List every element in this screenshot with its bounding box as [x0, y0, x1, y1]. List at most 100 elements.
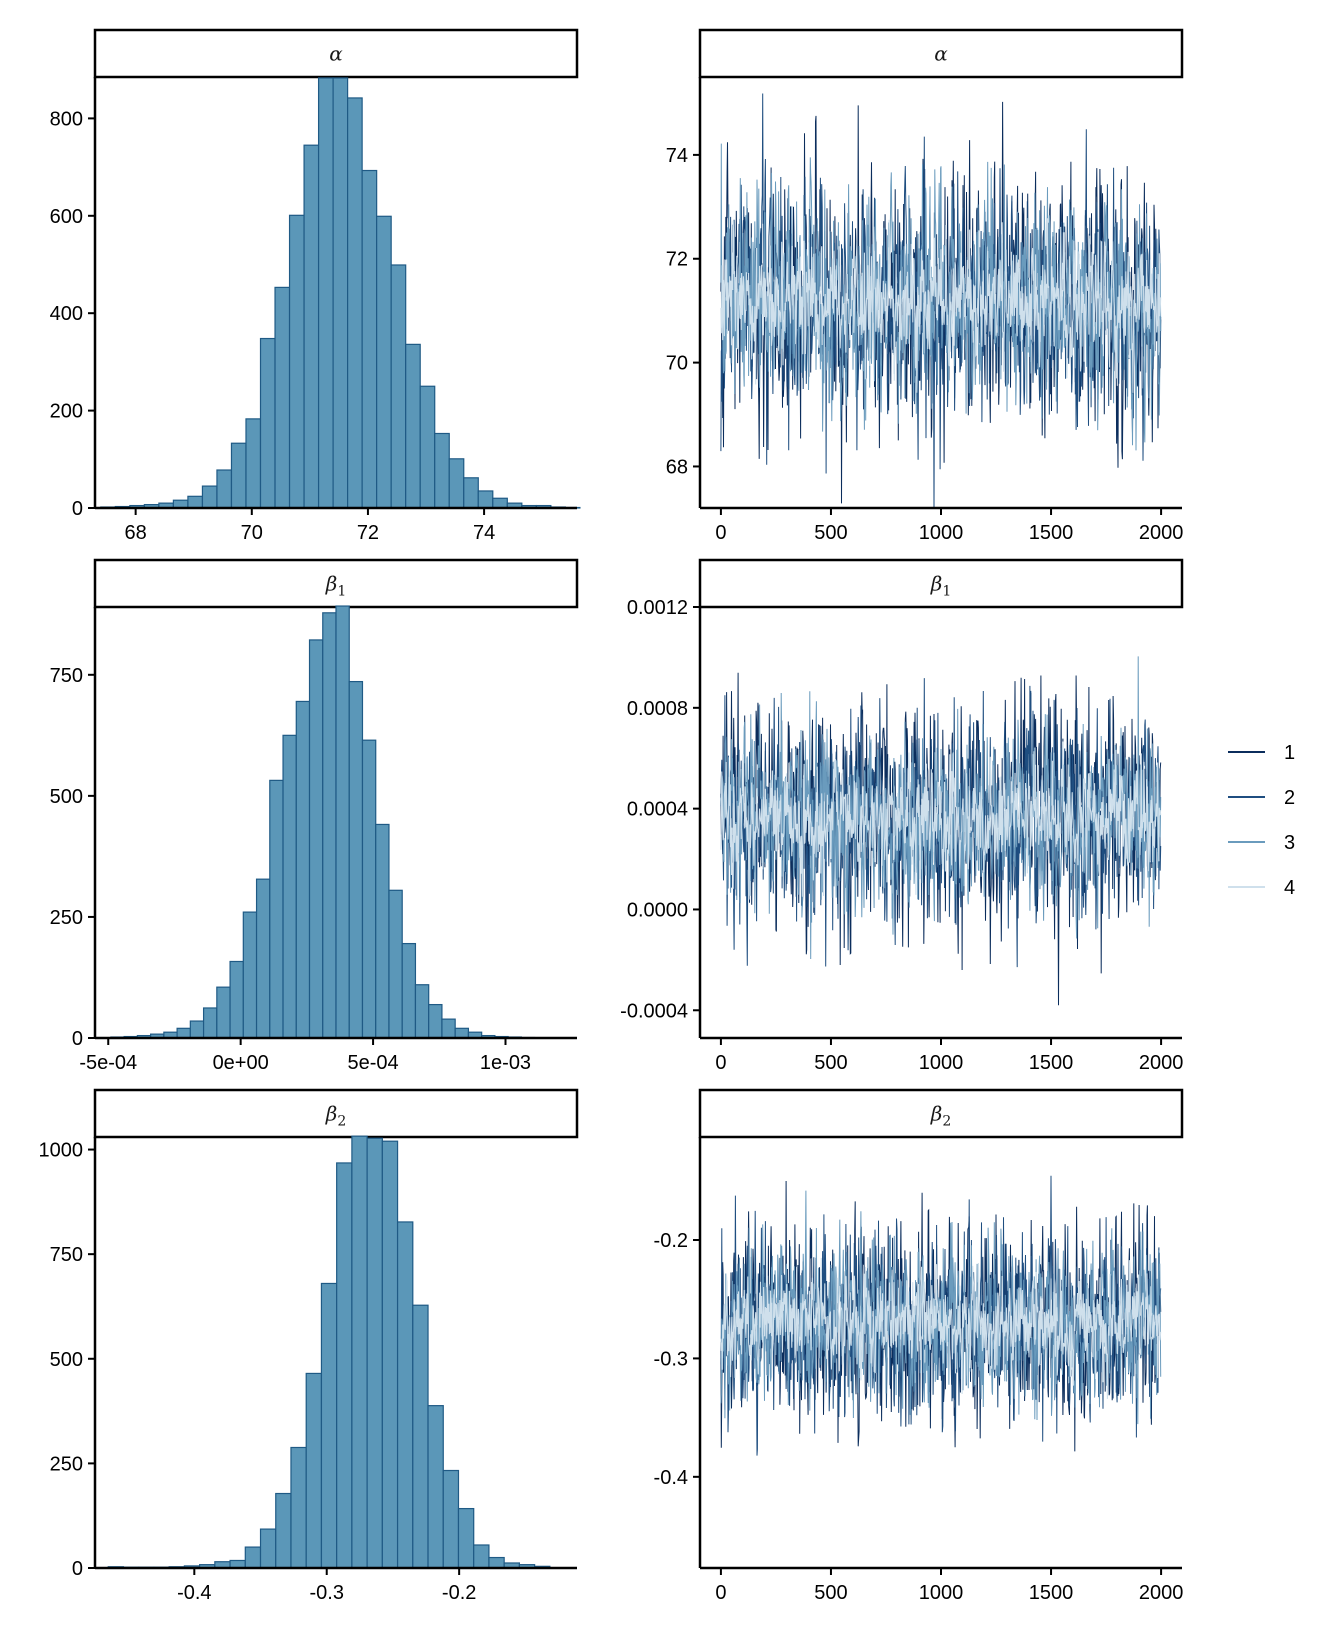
histogram-bar: [275, 1492, 292, 1569]
histogram-bar: [288, 214, 305, 509]
histogram-bar: [322, 612, 337, 1039]
x-tick-label: -0.4: [177, 1582, 211, 1604]
x-tick-label: 1500: [1029, 1052, 1074, 1074]
x-tick-label: 2000: [1139, 1582, 1184, 1604]
x-tick-label: 0: [715, 1582, 726, 1604]
histogram-bar: [303, 144, 320, 509]
histogram-bar: [201, 485, 218, 509]
histogram-bar: [427, 1405, 444, 1569]
y-tick-label: 600: [50, 206, 83, 228]
y-tick-label: -0.0004: [620, 1000, 688, 1022]
legend-item: 4: [1228, 877, 1295, 899]
histogram-bar: [202, 1007, 218, 1039]
strip-box: [93, 558, 579, 609]
y-tick-label: 400: [50, 303, 83, 325]
trace-chain-3: [720, 143, 1162, 451]
histogram-bar: [274, 286, 291, 509]
histogram-bar: [351, 1135, 368, 1569]
histogram-bar: [361, 169, 378, 509]
histogram-bar: [492, 497, 508, 509]
histogram-bar: [332, 77, 349, 509]
histogram-bar: [187, 495, 204, 509]
histogram-bars: [107, 1135, 551, 1569]
y-tick-label: 800: [50, 108, 83, 130]
strip-box: [93, 1088, 579, 1139]
histogram-bar: [347, 97, 363, 509]
histogram-bar: [448, 458, 465, 509]
y-tick-label: 70: [666, 353, 688, 375]
histogram-bar: [335, 605, 350, 1039]
histogram-bar: [390, 264, 407, 509]
y-tick-label: 68: [666, 456, 688, 478]
x-tick-label: -0.3: [309, 1582, 343, 1604]
histogram-bar: [229, 960, 244, 1039]
histogram-bar: [428, 1003, 443, 1039]
legend: 1 2 3 4: [1228, 742, 1295, 899]
panels: α 68 70 72 74 0 200 400 600 800 α 0 500 1000 1500 2000 6…: [39, 28, 1184, 1604]
x-tick-label: -5e-04: [79, 1052, 137, 1074]
y-tick-label: 750: [50, 665, 83, 687]
trace-chain-4: [720, 1257, 1162, 1399]
histogram-bar: [388, 889, 403, 1039]
x-tick-label: 68: [125, 522, 147, 544]
y-tick-label: 750: [50, 1244, 83, 1266]
histogram-bar: [216, 469, 233, 509]
y-tick-label: 250: [50, 1453, 83, 1475]
x-tick-label: 1500: [1029, 522, 1074, 544]
legend-label: 1: [1284, 742, 1295, 764]
x-tick-label: 500: [814, 522, 847, 544]
legend-item: 2: [1228, 787, 1295, 809]
strip-box: [698, 28, 1184, 79]
trace-chain-3: [720, 656, 1162, 960]
histogram-panel: β1 -5e-04 0e+00 5e-04 1e-03 0 250 500 750: [50, 558, 579, 1074]
histogram-bar: [419, 385, 436, 509]
legend-label: 3: [1284, 832, 1295, 854]
histogram-bar: [463, 477, 479, 509]
histogram-bar: [457, 1507, 475, 1569]
histogram-bar: [473, 1544, 490, 1569]
histogram-bar: [336, 1162, 353, 1569]
histogram-bar: [348, 680, 364, 1039]
x-tick-label: 2000: [1139, 1052, 1184, 1074]
x-tick-label: -0.2: [442, 1582, 476, 1604]
trace-panel: β1 0 500 1000 1500 2000 -0.0004 0.0000 0.0004 0.0…: [620, 558, 1184, 1074]
y-tick-label: 0.0012: [627, 597, 688, 619]
x-tick-label: 1000: [919, 1582, 964, 1604]
x-tick-label: 0e+00: [213, 1052, 269, 1074]
x-tick-label: 1500: [1029, 1582, 1074, 1604]
trace-lines: [720, 1175, 1162, 1456]
x-tick-label: 72: [357, 522, 379, 544]
histogram-bar: [488, 1556, 505, 1569]
histogram-bar: [396, 1221, 414, 1569]
trace-lines: [720, 93, 1162, 508]
y-tick-label: 74: [666, 145, 688, 167]
strip-title: β1: [930, 572, 951, 600]
trace-lines: [720, 656, 1162, 1006]
y-tick-label: 1000: [39, 1140, 84, 1162]
x-tick-label: 0: [715, 1052, 726, 1074]
x-tick-label: 70: [241, 522, 263, 544]
legend-item: 3: [1228, 832, 1295, 854]
strip-box: [698, 1088, 1184, 1139]
histogram-bar: [366, 1137, 383, 1569]
trace-chain-4: [720, 741, 1162, 900]
histogram-bar: [405, 343, 421, 509]
strip-box: [698, 558, 1184, 609]
histogram-bars: [110, 605, 536, 1039]
histogram-bar: [189, 1020, 205, 1039]
x-tick-label: 1e-03: [480, 1052, 531, 1074]
strip-title: β2: [930, 1102, 951, 1130]
legend-label: 2: [1284, 787, 1295, 809]
legend-item: 1: [1228, 742, 1295, 764]
x-tick-label: 500: [814, 1052, 847, 1074]
y-tick-label: -0.4: [654, 1467, 688, 1489]
histogram-bar: [412, 1304, 429, 1569]
strip-title: α: [934, 42, 948, 66]
histogram-bar: [216, 986, 231, 1039]
x-tick-label: 1000: [919, 522, 964, 544]
x-tick-label: 1000: [919, 1052, 964, 1074]
histogram-bar: [320, 1282, 338, 1569]
histogram-bar: [295, 700, 311, 1039]
y-tick-label: 500: [50, 786, 83, 808]
